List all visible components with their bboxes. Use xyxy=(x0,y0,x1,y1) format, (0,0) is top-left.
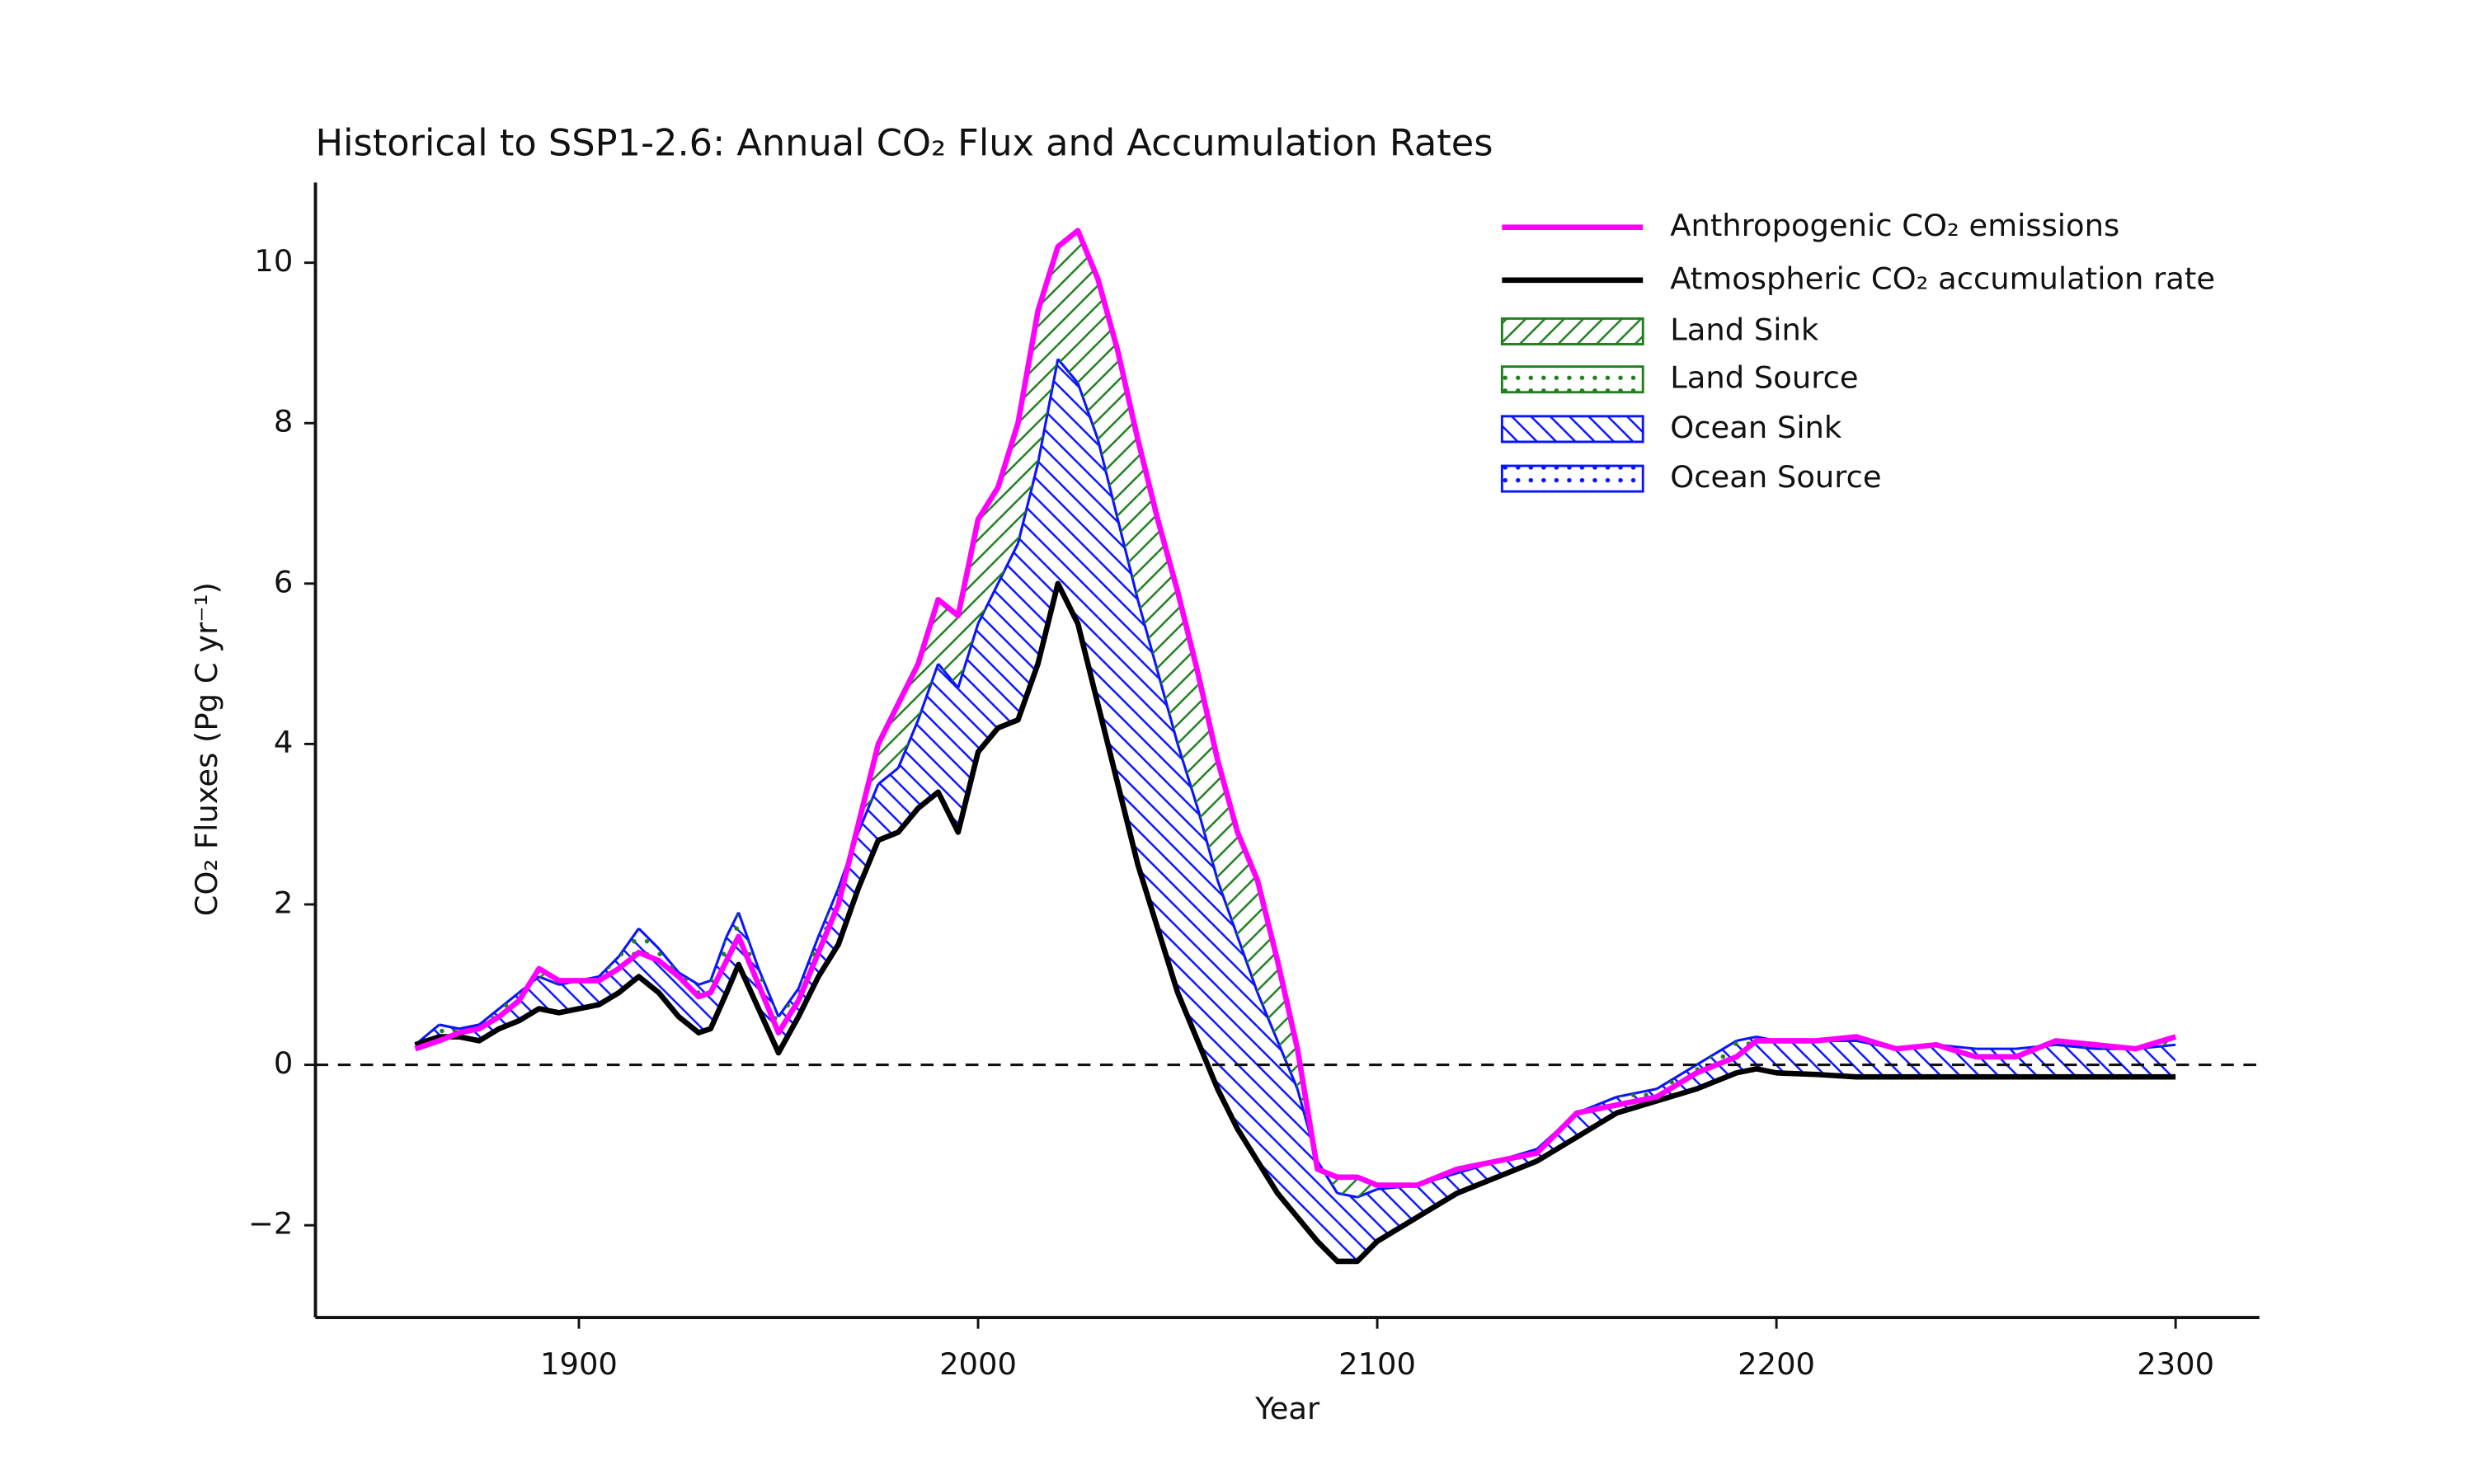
area-segment xyxy=(1816,1040,1856,1078)
legend-label: Anthropogenic CO₂ emissions xyxy=(1670,208,2119,243)
area-segment xyxy=(878,703,899,785)
area-segment xyxy=(1157,671,1178,993)
area-segment xyxy=(1137,599,1158,929)
area-segment xyxy=(539,976,559,1013)
area-edge xyxy=(618,928,640,958)
area-segment xyxy=(1178,591,1198,809)
area-segment xyxy=(1337,1193,1357,1261)
area-segment xyxy=(578,976,600,1009)
area-segment xyxy=(1456,1161,1498,1194)
area-segment xyxy=(1257,880,1278,1041)
area-segment xyxy=(1297,1088,1318,1242)
chart-title: Historical to SSP1-2.6: Annual CO₂ Flux … xyxy=(316,122,1493,165)
area-segment xyxy=(618,928,639,969)
x-tick-label: 2200 xyxy=(1738,1346,1815,1382)
legend-label: Land Source xyxy=(1670,360,1858,396)
area-segment xyxy=(1197,671,1218,881)
area-edge xyxy=(1016,463,1040,544)
area-edge xyxy=(459,1023,480,1031)
area-segment xyxy=(918,599,938,721)
area-segment xyxy=(978,487,999,624)
area-edge xyxy=(737,912,760,970)
area-segment xyxy=(2135,1045,2176,1078)
area-segment xyxy=(558,980,579,1013)
area-segment xyxy=(957,519,979,688)
area-segment xyxy=(1337,1176,1357,1198)
area-segment xyxy=(1117,350,1138,600)
area-segment xyxy=(1856,1040,1897,1078)
area-segment xyxy=(1277,1040,1298,1218)
area-segment xyxy=(1896,1045,1936,1078)
area-segment xyxy=(1776,1040,1817,1075)
y-tick-label: 4 xyxy=(274,725,293,760)
x-tick-label: 2100 xyxy=(1338,1346,1416,1382)
legend: Anthropogenic CO₂ emissions Atmospheric C… xyxy=(1500,208,2215,495)
area-edge xyxy=(1256,992,1279,1041)
area-segment xyxy=(1117,519,1138,865)
area-edge xyxy=(539,975,560,986)
legend-swatch xyxy=(1500,317,1644,345)
area-segment xyxy=(938,664,958,833)
area-segment xyxy=(1057,230,1079,383)
area-segment xyxy=(1377,1185,1418,1242)
y-tick-label: 2 xyxy=(274,885,293,920)
area-segment xyxy=(858,784,879,889)
legend-swatch xyxy=(1500,365,1644,394)
area-segment xyxy=(1237,936,1258,1162)
area-segment xyxy=(998,423,1018,584)
legend-swatch xyxy=(1500,415,1644,444)
area-segment xyxy=(938,599,958,688)
area-segment xyxy=(918,664,938,809)
legend-label: Ocean Sink xyxy=(1670,410,1842,445)
legend-label: Atmospheric CO₂ accumulation rate xyxy=(1670,261,2215,296)
area-segment xyxy=(898,664,919,768)
area-segment xyxy=(2095,1049,2136,1078)
area-segment xyxy=(1057,359,1079,624)
area-segment xyxy=(898,720,919,833)
area-segment xyxy=(1137,439,1158,672)
area-segment xyxy=(1037,359,1058,665)
area-segment xyxy=(2055,1045,2096,1078)
legend-swatch xyxy=(1500,464,1644,493)
area-segment xyxy=(1178,744,1198,1041)
series-line xyxy=(414,580,2176,1265)
area-segment xyxy=(1078,383,1098,704)
area-segment xyxy=(1217,759,1238,937)
area-segment xyxy=(1078,230,1098,439)
x-tick-label: 2000 xyxy=(939,1346,1017,1382)
area-edge xyxy=(709,936,728,981)
area-segment xyxy=(1098,439,1118,785)
area-segment xyxy=(1257,993,1278,1194)
y-tick-label: 6 xyxy=(274,564,293,599)
x-axis-label: Year xyxy=(1254,1391,1320,1426)
area-segment xyxy=(978,583,999,753)
y-tick-label: 10 xyxy=(254,243,293,279)
area-segment xyxy=(838,832,858,945)
area-segment xyxy=(1217,880,1238,1129)
y-tick-label: −2 xyxy=(248,1206,293,1242)
x-tick-label: 2300 xyxy=(2137,1346,2214,1382)
legend-label: Ocean Source xyxy=(1670,459,1881,495)
area-segment xyxy=(1018,311,1038,544)
area-segment xyxy=(998,543,1018,728)
legend-label: Land Sink xyxy=(1670,312,1819,347)
area-edge xyxy=(1656,1064,1698,1091)
area-segment xyxy=(1417,1172,1457,1218)
area-segment xyxy=(878,768,899,841)
y-axis-label: CO₂ Fluxes (Pg C yr⁻¹) xyxy=(189,582,224,916)
x-tick-label: 1900 xyxy=(540,1346,618,1382)
y-tick-label: 8 xyxy=(274,404,293,439)
area-edge xyxy=(498,991,520,1010)
area-segment xyxy=(1197,808,1218,1089)
series-line xyxy=(414,228,2177,1188)
y-tick-label: 0 xyxy=(274,1045,293,1081)
area-segment xyxy=(1357,1176,1378,1198)
